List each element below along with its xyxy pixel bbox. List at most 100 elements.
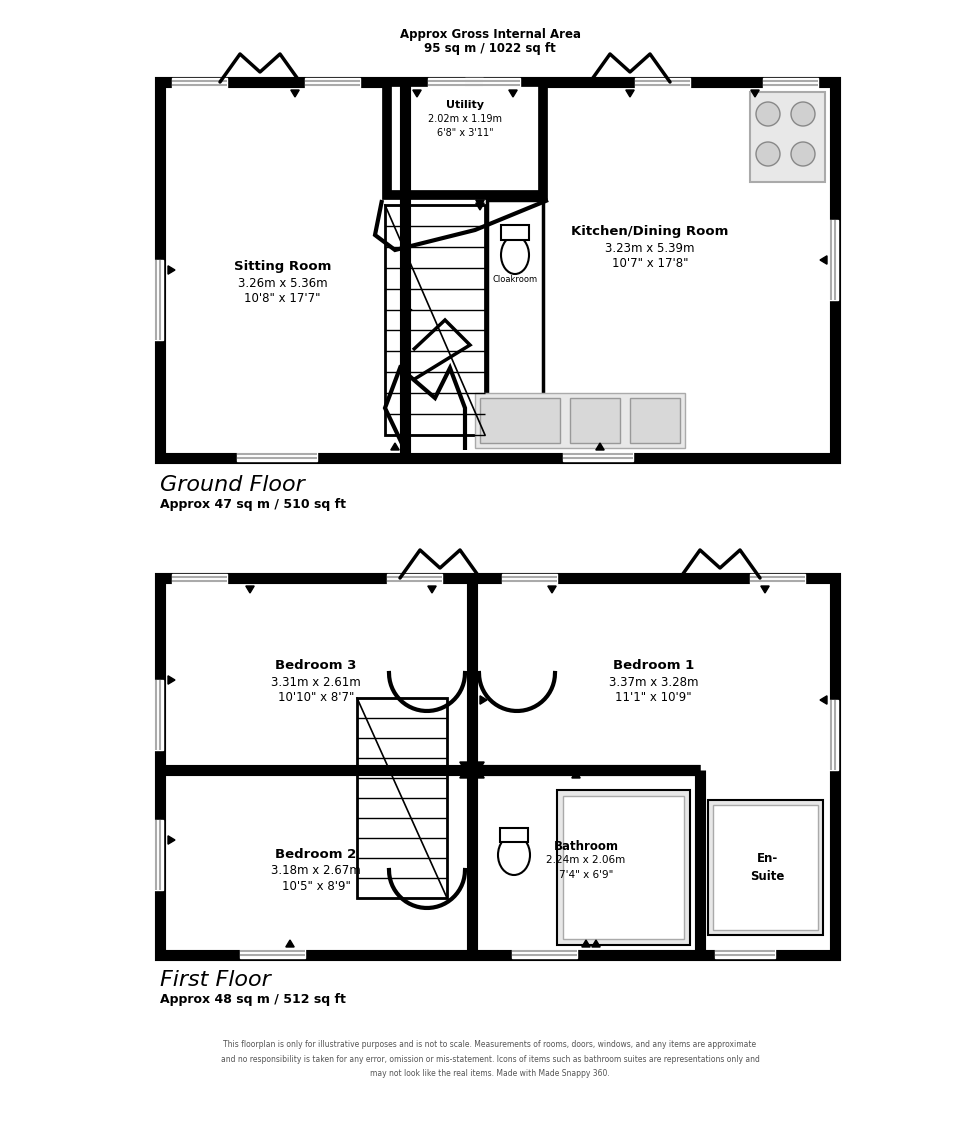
Bar bbox=[501, 225, 529, 240]
Text: 3.26m x 5.36m: 3.26m x 5.36m bbox=[238, 277, 327, 290]
Bar bbox=[750, 574, 805, 584]
Polygon shape bbox=[246, 586, 254, 593]
Polygon shape bbox=[286, 940, 294, 947]
Text: 11'1" x 10'9": 11'1" x 10'9" bbox=[615, 691, 692, 704]
Polygon shape bbox=[460, 762, 468, 770]
Text: 3.31m x 2.61m: 3.31m x 2.61m bbox=[271, 676, 361, 688]
Bar bbox=[153, 260, 163, 340]
Text: Bedroom 2: Bedroom 2 bbox=[275, 847, 357, 861]
Text: 10'5" x 8'9": 10'5" x 8'9" bbox=[281, 880, 351, 892]
Circle shape bbox=[791, 102, 815, 126]
Text: Sitting Room: Sitting Room bbox=[234, 260, 331, 273]
Text: Approx 48 sq m / 512 sq ft: Approx 48 sq m / 512 sq ft bbox=[160, 993, 346, 1006]
Ellipse shape bbox=[498, 835, 530, 875]
Text: Bedroom 3: Bedroom 3 bbox=[275, 659, 357, 672]
Bar bbox=[475, 393, 685, 448]
Bar bbox=[160, 578, 835, 955]
Ellipse shape bbox=[501, 236, 529, 274]
Bar bbox=[750, 92, 825, 182]
Polygon shape bbox=[391, 443, 399, 450]
Polygon shape bbox=[405, 306, 412, 314]
Bar bbox=[635, 78, 690, 88]
Text: Bathroom: Bathroom bbox=[554, 840, 618, 853]
Polygon shape bbox=[413, 90, 421, 97]
Bar bbox=[465, 78, 520, 88]
Bar bbox=[487, 200, 543, 435]
Text: Kitchen/Dining Room: Kitchen/Dining Room bbox=[571, 225, 729, 237]
Bar bbox=[512, 948, 577, 958]
Polygon shape bbox=[626, 90, 634, 97]
Polygon shape bbox=[168, 836, 175, 844]
Text: 3.37m x 3.28m: 3.37m x 3.28m bbox=[609, 676, 698, 688]
Bar bbox=[570, 398, 620, 443]
Bar bbox=[713, 806, 818, 930]
Polygon shape bbox=[820, 255, 827, 264]
Bar bbox=[828, 220, 838, 300]
Polygon shape bbox=[168, 266, 175, 274]
Polygon shape bbox=[760, 586, 769, 593]
Text: Approx 47 sq m / 510 sq ft: Approx 47 sq m / 510 sq ft bbox=[160, 498, 346, 511]
Polygon shape bbox=[291, 90, 299, 97]
Polygon shape bbox=[476, 202, 484, 210]
Bar bbox=[502, 574, 557, 584]
Bar bbox=[240, 948, 305, 958]
Bar bbox=[480, 398, 560, 443]
Polygon shape bbox=[596, 443, 605, 450]
Bar bbox=[153, 820, 163, 890]
Text: 10'10" x 8'7": 10'10" x 8'7" bbox=[277, 691, 354, 704]
Bar bbox=[357, 698, 447, 898]
Bar bbox=[387, 574, 442, 584]
Circle shape bbox=[756, 142, 780, 166]
Text: First Floor: First Floor bbox=[160, 970, 270, 990]
Bar bbox=[237, 451, 317, 461]
Text: 3.18m x 2.67m: 3.18m x 2.67m bbox=[271, 864, 361, 878]
Text: 3.23m x 5.39m: 3.23m x 5.39m bbox=[606, 242, 695, 255]
Polygon shape bbox=[168, 676, 175, 684]
Polygon shape bbox=[476, 771, 484, 778]
Bar bbox=[708, 800, 823, 935]
Bar bbox=[172, 78, 227, 88]
Bar bbox=[500, 828, 528, 842]
Bar bbox=[160, 82, 835, 458]
Bar bbox=[828, 700, 838, 770]
Bar bbox=[385, 205, 485, 435]
Text: 10'8" x 17'7": 10'8" x 17'7" bbox=[244, 292, 320, 305]
Text: Cloakroom: Cloakroom bbox=[492, 274, 538, 284]
Bar bbox=[630, 398, 680, 443]
Text: 7'4" x 6'9": 7'4" x 6'9" bbox=[559, 870, 613, 880]
Polygon shape bbox=[548, 586, 557, 593]
Bar bbox=[153, 680, 163, 750]
Polygon shape bbox=[476, 200, 484, 207]
Text: This floorplan is only for illustrative purposes and is not to scale. Measuremen: This floorplan is only for illustrative … bbox=[220, 1040, 760, 1078]
Bar bbox=[763, 78, 818, 88]
Bar bbox=[428, 78, 483, 88]
Polygon shape bbox=[460, 771, 468, 778]
Text: Utility: Utility bbox=[446, 100, 484, 110]
Polygon shape bbox=[592, 940, 600, 947]
Bar bbox=[563, 451, 633, 461]
Text: 2.24m x 2.06m: 2.24m x 2.06m bbox=[547, 855, 625, 865]
Text: 6'8" x 3'11": 6'8" x 3'11" bbox=[437, 128, 493, 138]
Circle shape bbox=[756, 102, 780, 126]
Bar bbox=[563, 796, 684, 939]
Text: Bedroom 1: Bedroom 1 bbox=[612, 659, 694, 672]
Polygon shape bbox=[476, 762, 484, 770]
Bar bbox=[172, 574, 227, 584]
Text: 95 sq m / 1022 sq ft: 95 sq m / 1022 sq ft bbox=[424, 42, 556, 55]
Text: 2.02m x 1.19m: 2.02m x 1.19m bbox=[428, 114, 502, 124]
Polygon shape bbox=[509, 90, 517, 97]
Text: Ground Floor: Ground Floor bbox=[160, 475, 305, 495]
Text: 10'7" x 17'8": 10'7" x 17'8" bbox=[612, 256, 688, 270]
Polygon shape bbox=[480, 695, 487, 704]
Bar bbox=[305, 78, 360, 88]
Polygon shape bbox=[751, 90, 760, 97]
Circle shape bbox=[791, 142, 815, 166]
Polygon shape bbox=[571, 771, 580, 778]
Bar bbox=[715, 948, 775, 958]
Text: Approx Gross Internal Area: Approx Gross Internal Area bbox=[400, 28, 580, 40]
Polygon shape bbox=[428, 586, 436, 593]
Polygon shape bbox=[820, 695, 827, 704]
Polygon shape bbox=[582, 940, 590, 947]
Bar bbox=[387, 82, 543, 195]
Text: En-
Suite: En- Suite bbox=[751, 853, 785, 883]
